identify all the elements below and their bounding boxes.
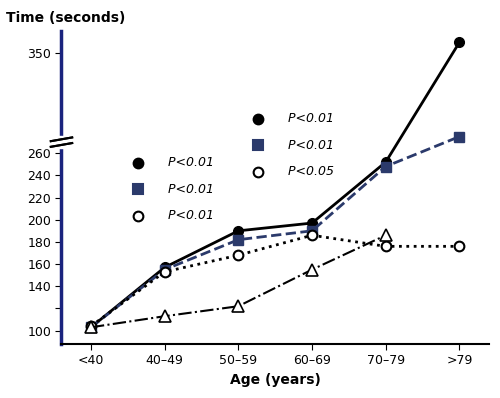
Text: P<0.01: P<0.01 [164,209,214,222]
X-axis label: Age (years): Age (years) [230,373,320,387]
Text: P<0.01: P<0.01 [164,156,214,169]
Text: P<0.01: P<0.01 [164,183,214,196]
Text: Time (seconds): Time (seconds) [6,11,126,25]
Text: P<0.05: P<0.05 [284,166,334,178]
Text: P<0.01: P<0.01 [284,112,334,125]
Text: P<0.01: P<0.01 [284,139,334,152]
Bar [44,137,64,148]
